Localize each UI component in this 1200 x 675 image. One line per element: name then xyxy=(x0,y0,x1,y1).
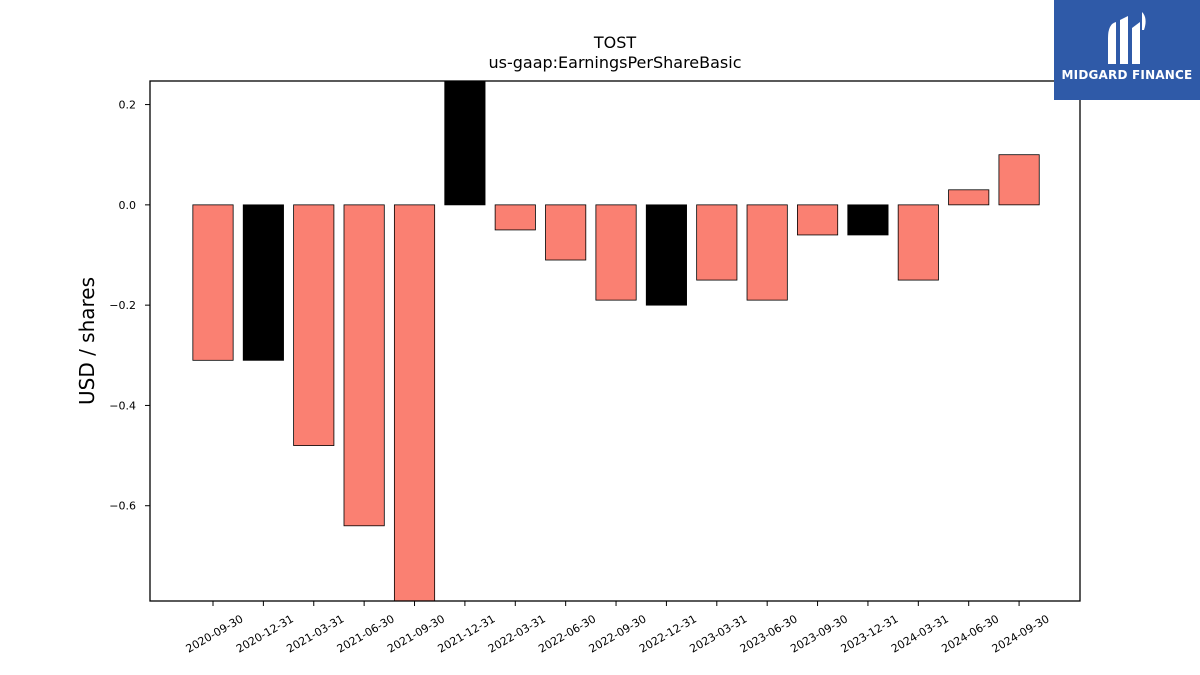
bar-2024-03-31 xyxy=(897,204,939,281)
y-tick-label: 0.0 xyxy=(119,199,137,212)
y-axis-label: USD / shares xyxy=(75,277,99,405)
x-axis: 2020-09-302020-12-312021-03-312021-06-30… xyxy=(184,601,1052,656)
y-tick-label: −0.2 xyxy=(109,299,136,312)
bar-2024-06-30 xyxy=(948,189,990,206)
bar-2020-12-31 xyxy=(242,204,284,361)
plot-frame xyxy=(149,80,1081,602)
bar-2021-06-30 xyxy=(343,204,385,527)
chart-subtitle: us-gaap:EarningsPerShareBasic xyxy=(488,53,741,72)
bar-2023-06-30 xyxy=(746,204,788,301)
bar-2022-12-31 xyxy=(645,204,687,306)
bar-2021-09-30 xyxy=(393,204,436,602)
y-tick-label: 0.2 xyxy=(119,99,137,112)
bar-2021-03-31 xyxy=(293,204,335,446)
bar-2020-09-30 xyxy=(192,204,234,361)
bar-2023-12-31 xyxy=(847,204,889,236)
bars-layer xyxy=(192,80,1040,602)
bar-2022-03-31 xyxy=(494,204,536,231)
bar-2023-09-30 xyxy=(797,204,839,236)
y-tick-label: −0.6 xyxy=(109,500,136,513)
x-tick-label: 2024-09-30 xyxy=(990,612,1052,655)
bar-2023-03-31 xyxy=(696,204,738,281)
brand-mark-icon xyxy=(1108,12,1146,64)
brand-logo: MIDGARD FINANCE xyxy=(1054,0,1200,100)
bar-2021-12-31 xyxy=(444,80,486,206)
bar-2022-09-30 xyxy=(595,204,637,301)
chart-title: TOST xyxy=(593,33,637,52)
y-tick-label: −0.4 xyxy=(109,399,136,412)
brand-name: MIDGARD FINANCE xyxy=(1061,68,1193,82)
y-axis: 0.2 0.0 −0.2 −0.4 −0.6 xyxy=(109,99,150,513)
bar-2022-06-30 xyxy=(545,204,587,261)
bar-2024-09-30 xyxy=(998,154,1040,206)
